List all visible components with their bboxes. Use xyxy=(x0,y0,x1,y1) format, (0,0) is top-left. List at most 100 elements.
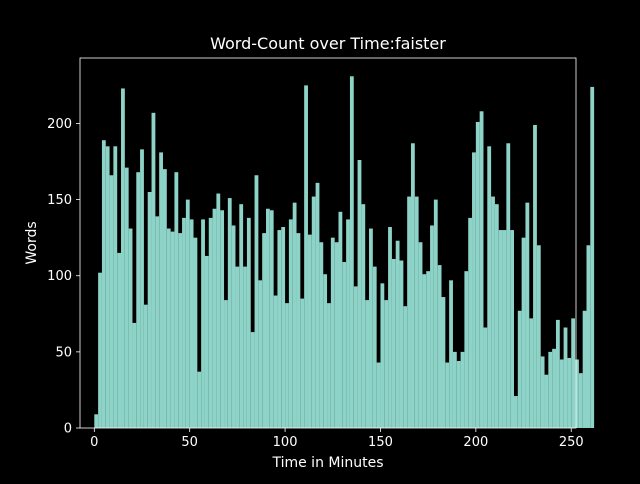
bar xyxy=(334,242,339,428)
bar xyxy=(178,233,183,428)
bar xyxy=(369,228,373,428)
bar xyxy=(384,300,389,428)
bar xyxy=(552,348,556,428)
bar xyxy=(113,146,118,429)
y-tick-label: 100 xyxy=(47,269,72,284)
bar xyxy=(109,175,114,428)
bar xyxy=(548,351,553,428)
bar xyxy=(292,202,297,428)
bar xyxy=(98,272,102,428)
bar xyxy=(426,271,431,428)
y-tick-label: 150 xyxy=(47,193,72,208)
bar xyxy=(395,240,400,428)
bar xyxy=(468,217,473,428)
bar xyxy=(185,199,190,428)
bar xyxy=(288,219,293,428)
bar xyxy=(559,359,564,428)
bar xyxy=(472,152,476,428)
bar xyxy=(170,231,175,428)
bar xyxy=(399,260,404,428)
bar xyxy=(101,140,106,428)
bar xyxy=(182,217,186,428)
bar xyxy=(201,219,205,428)
bar xyxy=(498,230,503,428)
bar xyxy=(540,356,545,428)
x-tick-label: 250 xyxy=(559,435,584,450)
bar xyxy=(117,252,122,428)
bar xyxy=(315,182,320,428)
bar xyxy=(121,88,125,429)
bar xyxy=(174,172,179,428)
bar xyxy=(491,196,495,428)
bar xyxy=(388,227,392,428)
bar xyxy=(155,216,160,428)
bar xyxy=(254,175,259,428)
chart-title: Word-Count over Time:faister xyxy=(210,34,446,53)
bar xyxy=(151,112,156,428)
bar xyxy=(380,283,385,428)
bar xyxy=(449,280,453,428)
bar xyxy=(273,295,278,428)
y-tick-label: 50 xyxy=(55,345,72,360)
bar xyxy=(361,204,366,428)
bar xyxy=(525,202,530,428)
bar xyxy=(410,143,415,428)
bar xyxy=(494,204,499,428)
x-tick-label: 200 xyxy=(463,435,488,450)
bar xyxy=(452,351,457,428)
bar xyxy=(430,225,434,428)
bar xyxy=(483,327,488,428)
bar xyxy=(521,237,526,428)
x-tick-label: 50 xyxy=(181,435,198,450)
bar xyxy=(216,193,221,428)
plot-area-frame xyxy=(79,57,577,429)
bar xyxy=(300,298,305,428)
bar xyxy=(514,396,518,428)
bar xyxy=(487,146,492,429)
y-axis-label: Words xyxy=(24,221,40,264)
bar xyxy=(193,237,198,428)
bar xyxy=(235,266,240,428)
bar xyxy=(578,373,583,428)
bar xyxy=(456,361,461,428)
bar xyxy=(338,211,343,428)
y-tick-label: 200 xyxy=(47,117,72,132)
bar xyxy=(140,149,144,428)
x-tick-label: 150 xyxy=(368,435,393,450)
bar xyxy=(349,76,354,428)
bar xyxy=(517,310,522,428)
bar xyxy=(224,300,228,428)
bar xyxy=(147,191,152,428)
bar xyxy=(575,359,579,428)
bar xyxy=(563,327,568,428)
bar xyxy=(330,237,335,428)
bar xyxy=(231,225,236,428)
x-axis-label: Time in Minutes xyxy=(271,455,383,471)
bar xyxy=(464,271,469,428)
bar xyxy=(311,196,316,428)
bar xyxy=(529,318,534,428)
bar xyxy=(281,227,286,428)
bar xyxy=(376,362,381,428)
bar xyxy=(136,172,141,428)
bar xyxy=(227,198,232,428)
bar xyxy=(262,233,266,428)
bar xyxy=(460,351,465,428)
bar xyxy=(277,230,282,428)
bar xyxy=(445,362,450,428)
bar xyxy=(418,242,423,428)
bar xyxy=(437,265,442,428)
bar xyxy=(590,86,595,428)
x-axis-ticks: 0 50 100 150 200 250 xyxy=(90,428,584,450)
bar xyxy=(246,217,251,428)
bar xyxy=(353,286,358,428)
bar xyxy=(208,217,213,428)
bar xyxy=(346,219,350,428)
bar xyxy=(128,228,133,428)
bar xyxy=(414,196,419,428)
bar xyxy=(475,121,480,428)
bar xyxy=(197,371,202,428)
bar xyxy=(304,85,308,428)
bar xyxy=(582,310,587,428)
bar xyxy=(342,262,347,428)
